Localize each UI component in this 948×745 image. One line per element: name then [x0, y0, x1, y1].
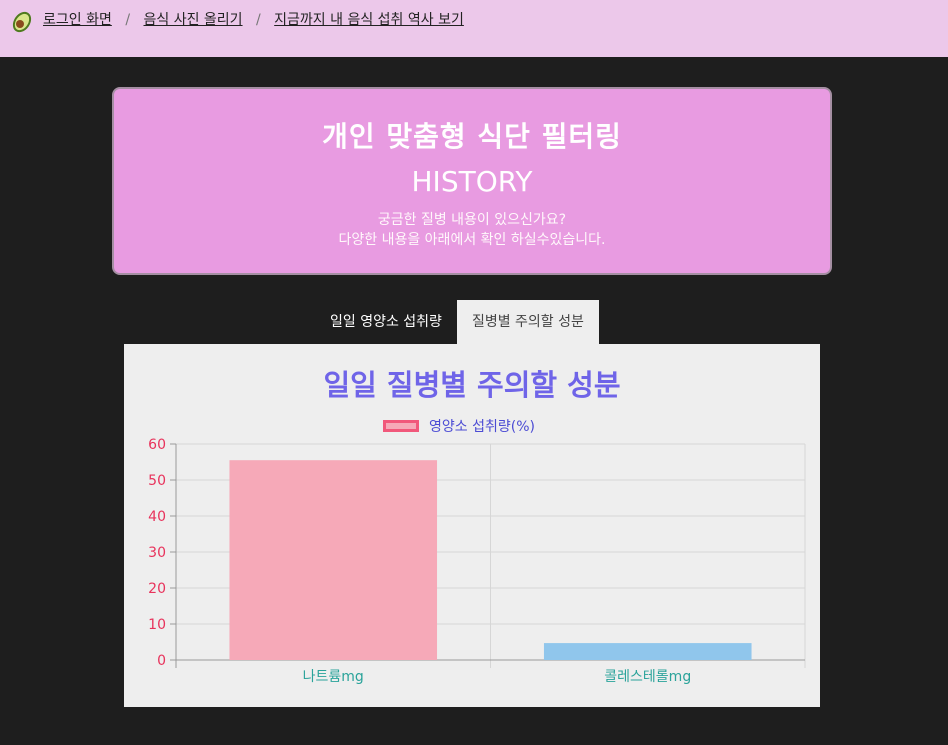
- x-tick-label: 콜레스테롤mg: [604, 669, 691, 685]
- y-tick-label: 30: [148, 545, 166, 561]
- y-tick-label: 50: [148, 473, 166, 489]
- bar-sodium: [229, 460, 438, 660]
- breadcrumb: 로그인 화면 / 음식 사진 올리기 / 지금까지 내 음식 섭취 역사 보기: [43, 8, 464, 32]
- nav-link-login[interactable]: 로그인 화면: [43, 12, 112, 28]
- hero-description-line: 궁금한 질병 내용이 있으신가요?: [377, 212, 567, 228]
- tab-bar: 일일 영양소 섭취량 질병별 주의할 성분: [315, 300, 599, 344]
- y-tick-label: 60: [148, 437, 166, 453]
- legend-swatch: [383, 420, 419, 432]
- y-tick-label: 0: [157, 653, 166, 669]
- y-tick-label: 20: [148, 581, 166, 597]
- chart-legend[interactable]: 영양소 섭취량(%): [383, 416, 535, 436]
- breadcrumb-separator: /: [256, 12, 261, 28]
- breadcrumb-separator: /: [125, 12, 131, 28]
- hero-description: 궁금한 질병 내용이 있으신가요? 다양한 내용을 아래에서 확인 하실수있습니…: [114, 210, 830, 250]
- top-navigation-bar: 로그인 화면 / 음식 사진 올리기 / 지금까지 내 음식 섭취 역사 보기: [0, 0, 948, 57]
- tab-disease-caution-ingredients[interactable]: 질병별 주의할 성분: [456, 300, 599, 344]
- hero-banner: 개인 맞춤형 식단 필터링 HISTORY 궁금한 질병 내용이 있으신가요? …: [112, 87, 832, 275]
- tab-daily-nutrient-intake[interactable]: 일일 영양소 섭취량: [330, 314, 442, 330]
- hero-description-line: 다양한 내용을 아래에서 확인 하실수있습니다.: [338, 232, 606, 248]
- chart-panel: 일일 질병별 주의할 성분 영양소 섭취량(%) 60 50 40 30 20 10 0 나트…: [124, 344, 820, 707]
- hero-subtitle: HISTORY: [411, 165, 533, 198]
- x-tick-label: 나트륨mg: [303, 669, 364, 685]
- bar-cholesterol: [543, 643, 752, 660]
- legend-label: 영양소 섭취량(%): [429, 419, 535, 435]
- avocado-icon[interactable]: [9, 8, 35, 34]
- chart-title: 일일 질병별 주의할 성분: [323, 368, 621, 402]
- y-tick-label: 40: [148, 509, 166, 525]
- hero-title: 개인 맞춤형 식단 필터링: [322, 120, 622, 153]
- bar-chart: 60 50 40 30 20 10 0 나트륨mg 콜레스테롤mg: [148, 437, 806, 685]
- y-tick-label: 10: [148, 617, 166, 633]
- nav-link-upload-food-photo[interactable]: 음식 사진 올리기: [143, 12, 243, 28]
- nav-link-food-history[interactable]: 지금까지 내 음식 섭취 역사 보기: [274, 12, 464, 28]
